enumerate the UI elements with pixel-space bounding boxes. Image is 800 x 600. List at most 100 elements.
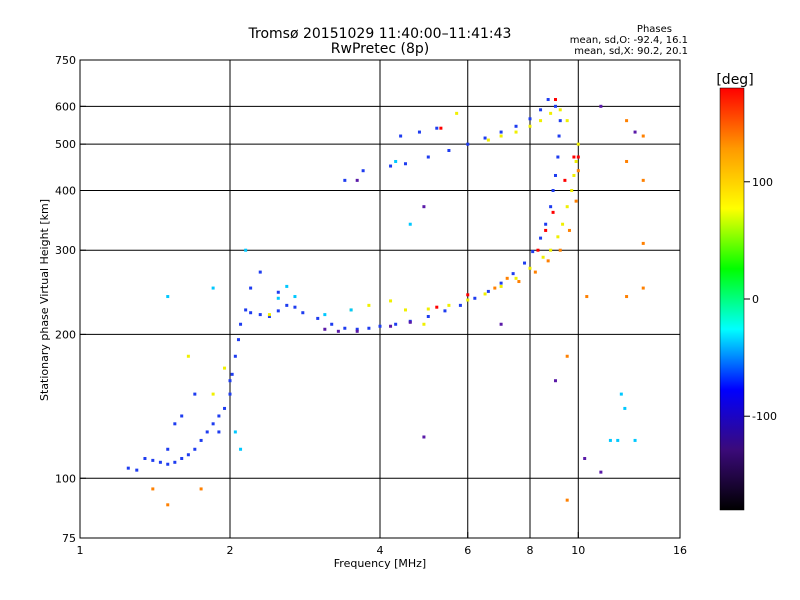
data-point <box>389 324 393 328</box>
data-point <box>336 329 340 333</box>
grid-layer <box>80 60 680 538</box>
data-point <box>223 366 227 370</box>
data-point <box>558 119 562 123</box>
data-point <box>293 295 297 299</box>
data-point <box>417 130 421 134</box>
data-point <box>608 438 612 442</box>
data-point <box>625 119 629 123</box>
data-point <box>541 255 545 259</box>
data-point <box>158 460 162 464</box>
data-point <box>486 138 490 142</box>
data-point <box>166 295 170 299</box>
data-point <box>517 280 521 284</box>
data-point <box>558 108 562 112</box>
data-points-layer <box>126 98 645 507</box>
data-point <box>180 456 184 460</box>
data-point <box>567 228 571 232</box>
data-point <box>556 155 560 159</box>
data-point <box>565 354 569 358</box>
data-point <box>239 447 243 451</box>
data-point <box>276 296 280 300</box>
data-point <box>228 379 232 383</box>
data-point <box>285 284 289 288</box>
data-point <box>553 379 557 383</box>
y-tick-label: 750 <box>55 54 76 67</box>
data-point <box>422 205 426 209</box>
data-point <box>549 248 553 252</box>
data-point <box>599 104 603 108</box>
data-point <box>576 142 580 146</box>
data-point <box>633 130 637 134</box>
data-point <box>574 159 578 163</box>
data-point <box>466 293 470 297</box>
data-point <box>466 142 470 146</box>
data-point <box>403 308 407 312</box>
data-point <box>539 108 543 112</box>
data-point <box>217 414 221 418</box>
data-point <box>355 327 359 331</box>
chart-title: Tromsø 20151029 11:40:00–11:41:43 <box>248 26 512 42</box>
data-point <box>233 430 237 434</box>
data-point <box>563 178 567 182</box>
data-point <box>458 303 462 307</box>
data-point <box>619 392 623 396</box>
data-point <box>343 326 347 330</box>
data-point <box>514 130 518 134</box>
data-point <box>151 487 155 491</box>
data-point <box>236 338 240 342</box>
phases-x-stats: mean, sd,X: 90.2, 20.1 <box>574 46 688 57</box>
data-point <box>625 295 629 299</box>
data-point <box>473 296 477 300</box>
data-point <box>641 178 645 182</box>
y-tick-label: 100 <box>55 472 76 485</box>
data-point <box>223 406 227 410</box>
colorbar-tick-label: -100 <box>752 410 777 423</box>
data-point <box>546 98 550 102</box>
data-point <box>403 162 407 166</box>
x-tick-label: 6 <box>464 544 471 557</box>
phases-o-stats: mean, sd,O: -92.4, 16.1 <box>569 35 688 46</box>
data-point <box>528 266 532 270</box>
data-point <box>553 98 557 102</box>
data-point <box>186 354 190 358</box>
data-point <box>549 205 553 209</box>
data-point <box>233 354 237 358</box>
data-point <box>499 322 503 326</box>
data-point <box>599 470 603 474</box>
data-point <box>285 303 289 307</box>
data-point <box>435 305 439 309</box>
data-point <box>499 281 503 285</box>
data-point <box>551 188 555 192</box>
data-point <box>528 117 532 121</box>
data-point <box>211 286 215 290</box>
data-point <box>367 303 371 307</box>
y-tick-label: 500 <box>55 138 76 151</box>
colorbar <box>719 87 745 511</box>
data-point <box>633 438 637 442</box>
data-point <box>514 276 518 280</box>
data-point <box>574 199 578 203</box>
colorbar-ticks: -100 0 100 <box>744 176 777 423</box>
data-point <box>323 327 327 331</box>
data-point <box>244 248 248 252</box>
y-tick-label: 200 <box>55 328 76 341</box>
data-point <box>249 311 253 315</box>
colorbar-label: [deg] <box>716 72 753 88</box>
data-point <box>422 322 426 326</box>
data-point <box>565 205 569 209</box>
colorbar-tick-label: 0 <box>752 293 759 306</box>
data-point <box>355 329 359 333</box>
data-point <box>561 222 565 226</box>
data-point <box>576 169 580 173</box>
data-point <box>641 241 645 245</box>
data-point <box>399 134 403 138</box>
data-point <box>435 126 439 130</box>
data-point <box>553 104 557 108</box>
x-tick-label: 1 <box>77 544 84 557</box>
data-point <box>276 290 280 294</box>
data-point <box>426 307 430 311</box>
data-point <box>349 308 353 312</box>
data-point <box>546 259 550 263</box>
data-point <box>558 248 562 252</box>
axis-layer: 1 2 4 6 8 10 16 75 100 200 300 400 500 600 750 <box>55 54 687 557</box>
